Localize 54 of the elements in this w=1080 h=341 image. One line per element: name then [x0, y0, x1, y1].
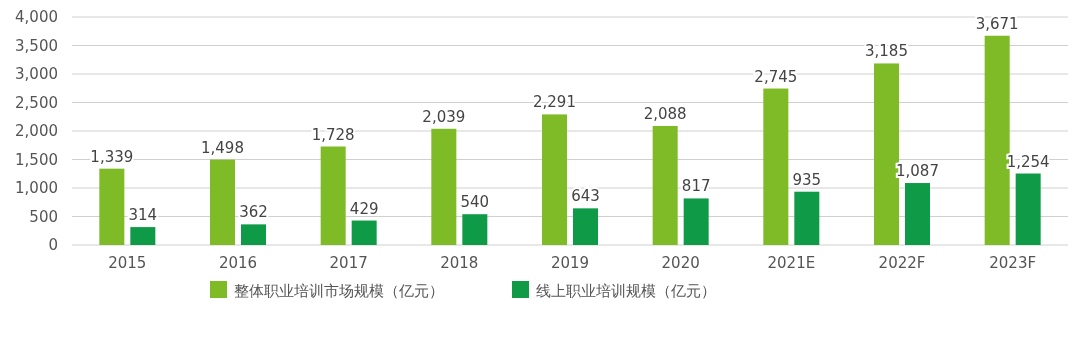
data-label: 2,745: [754, 67, 798, 86]
bar: [431, 128, 457, 245]
x-tick-label: 2016: [218, 254, 258, 272]
legend-label: 线上职业培训规模（亿元）: [536, 282, 716, 300]
data-label: 3,671: [975, 14, 1019, 33]
data-label: 643: [571, 187, 600, 206]
bar: [763, 88, 789, 245]
data-label: 935: [792, 170, 822, 189]
bar: [874, 63, 899, 245]
x-tick-label: 2020: [661, 254, 700, 272]
bar: [1015, 173, 1041, 245]
data-label: 2,291: [533, 93, 576, 112]
bar: [905, 183, 930, 245]
bar: [462, 214, 488, 245]
data-label: 429: [349, 199, 379, 218]
data-label: 3,185: [865, 42, 908, 61]
y-tick-label: 1,000: [15, 179, 58, 197]
data-label: 1,498: [201, 138, 244, 157]
bar: [683, 198, 709, 245]
x-tick-label: 2017: [329, 254, 368, 272]
bar: [794, 191, 820, 245]
bar: [984, 35, 1010, 245]
bar: [320, 146, 346, 245]
data-label: 362: [239, 203, 268, 222]
bar: [99, 168, 125, 245]
data-label: 1,728: [311, 125, 355, 144]
data-label: 1,339: [90, 147, 134, 166]
bar: [573, 208, 598, 245]
data-label: 540: [460, 193, 490, 212]
x-tick-label: 2015: [108, 254, 147, 272]
bar: [652, 125, 678, 245]
y-tick-label: 2,500: [15, 93, 58, 112]
x-tick-label: 2019: [550, 254, 590, 272]
y-tick-label: 2,000: [15, 122, 58, 140]
x-tick-label: 2022F: [878, 254, 926, 272]
bar: [542, 114, 567, 245]
x-tick-label: 2021E: [767, 254, 816, 272]
y-tick-label: 3,500: [15, 36, 58, 55]
y-tick-label: 3,000: [15, 65, 58, 83]
y-tick-label: 0: [48, 236, 58, 254]
bar: [351, 220, 377, 245]
data-label: 817: [681, 177, 711, 196]
bar: [130, 227, 156, 245]
data-label: 314: [128, 206, 158, 225]
y-tick-label: 500: [29, 207, 58, 226]
x-tick-label: 2023F: [989, 254, 1037, 272]
x-tick-label: 2018: [440, 254, 479, 272]
bar: [241, 224, 266, 245]
data-label: 2,088: [643, 104, 687, 123]
legend-label: 整体职业培训市场规模（亿元）: [234, 282, 444, 300]
y-tick-label: 1,500: [15, 150, 58, 169]
y-tick-label: 4,000: [15, 8, 58, 26]
data-label: 2,039: [422, 107, 466, 126]
bar: [210, 159, 235, 245]
